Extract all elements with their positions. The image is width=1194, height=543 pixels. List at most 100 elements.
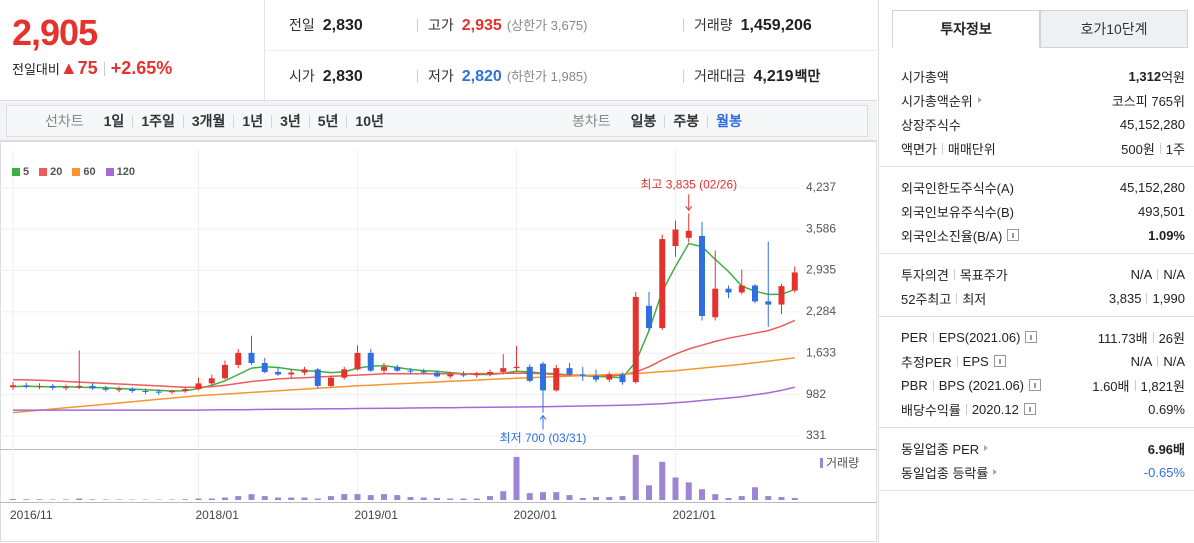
candle-body [712,288,719,318]
quote-cell: 전일 2,830 [289,15,363,35]
info-row: 52주최고 최저 3,835 1,990 [901,286,1185,310]
value-unit: 억원 [1161,69,1185,85]
candle-body [407,370,414,372]
volume-bar [367,495,374,500]
candle-body [619,374,626,383]
candle-body [540,363,546,391]
info-label: 추정PER EPS [901,352,1006,371]
value-part: 1,821원 [1140,378,1186,394]
y-tick-label: 982 [806,387,826,401]
arrow-head [539,414,547,420]
label-part: 추정PER [901,354,952,370]
legend-swatch [72,168,81,176]
quote-cell: 거래량 1,459,206 [683,15,812,35]
volume-bar [765,496,772,500]
candle-body [672,229,679,247]
moving-average-line [12,319,796,388]
value-part: -0.65% [1143,464,1185,480]
volume-bar [447,498,454,500]
side-tab[interactable]: 투자정보 [892,10,1040,48]
volume-bar [407,497,414,500]
line-chart-tabs: 선차트 1일 1주일 3개월 1년 3년 5년 10년 [45,106,392,136]
label-part: 액면가 [901,141,937,157]
candle-tab[interactable]: 월봉 [707,114,750,128]
period-tab[interactable]: 1일 [103,112,125,129]
info-row: 외국인보유주식수(B) 493,501 [901,199,1185,223]
label-part: 2020.12 [971,401,1019,417]
x-tick-label: 2016/11 [10,508,53,522]
more-arrow[interactable] [984,445,989,451]
help-icon[interactable] [1025,331,1038,343]
period-tabs-inner: 선차트 1일 1주일 3개월 1년 3년 5년 10년 봉차트 일봉 주봉 월봉 [6,105,868,137]
x-tick-label: 2021/01 [673,508,717,522]
candle-body [288,372,295,375]
volume-bar [10,499,16,500]
annotation-label: 최저 700 (03/31) [500,431,587,445]
label-part: 동일업종 등락률 [901,465,989,481]
volume-bar [778,497,785,500]
period-tab[interactable]: 10년 [346,114,391,128]
value-part: 1.60배 [1092,378,1130,394]
info-label: PER EPS(2021.06) [901,329,1038,345]
volume-bar [646,485,652,500]
info-value: 코스피 765위 [1112,91,1185,110]
volume-bar [513,456,520,500]
more-arrow[interactable] [993,469,998,475]
info-value: 1.09% [1148,228,1185,243]
legend-item: 5 [12,166,29,178]
volume-bar [36,499,43,500]
tab-group-label: 봉차트 [572,113,611,129]
candle-body [314,369,321,386]
info-row: 시가총액순위 코스피 765위 [901,88,1185,112]
period-tab[interactable]: 1주일 [132,114,183,128]
quote-value: 2,820 [461,68,502,85]
label-part: 시가총액순위 [901,93,973,109]
info-value: 1.60배 1,821원 [1092,376,1185,395]
quote-table: 전일 2,830 고가 2,935 (상한가 3,675) 거래량 1,459,206 시가 2… [265,0,877,100]
label-part: PER [901,329,928,345]
candle-tab[interactable]: 일봉 [630,112,657,129]
help-icon[interactable] [993,355,1006,367]
period-tab[interactable]: 3개월 [182,114,234,128]
candle-body [553,368,560,391]
change-rate: +2.65% [110,58,173,78]
info-row: 동일업종 등락률 -0.65% [901,460,1185,484]
period-tab[interactable]: 1년 [233,114,271,128]
more-arrow[interactable] [977,97,982,103]
side-panel: 시가총액 1,312 억원 시가총액순위 코스피 765위 상장주식수 45,152,280… [878,0,1194,543]
volume-bar [195,498,202,500]
help-icon[interactable] [1029,379,1042,391]
period-tab[interactable]: 5년 [308,114,347,128]
candle-body [725,288,732,293]
candle-body [222,364,228,379]
volume-bar [699,489,705,500]
label-part: 최저 [962,291,987,307]
candle-body [155,391,162,393]
period-tab[interactable]: 3년 [271,114,309,128]
candle-body [765,301,772,305]
quote-cell: 저가 2,820 (하한가 1,985) [417,66,588,86]
quote-value: 2,830 [322,68,363,85]
volume-bar [738,496,745,500]
help-icon[interactable] [1007,229,1020,241]
x-tick-label: 2020/01 [514,508,558,522]
label-part: 외국인보유주식수(B) [901,204,1015,220]
candle-tab[interactable]: 주봉 [664,114,707,128]
candle-body [248,352,255,364]
y-tick-label: 2,935 [806,263,836,277]
info-section: PER EPS(2021.06) 111.73배 26원 추정PER EPS N/A N/A P… [879,323,1194,428]
volume-bar [725,498,732,500]
info-label: 외국인소진율(B/A) [901,226,1020,245]
help-icon[interactable] [1023,403,1036,415]
label-part: PBR [901,377,928,393]
y-tick-label: 1,633 [806,345,836,359]
volume-bar [354,494,361,500]
candle-body [261,363,268,372]
value-part: 1,312 [1128,68,1162,84]
candle-body [381,366,387,371]
info-section: 동일업종 PER 6.96배 동일업종 등락률 -0.65% [879,434,1194,491]
candle-body [10,385,16,388]
volume-bar [23,499,30,500]
side-tab[interactable]: 호가10단계 [1040,10,1188,48]
